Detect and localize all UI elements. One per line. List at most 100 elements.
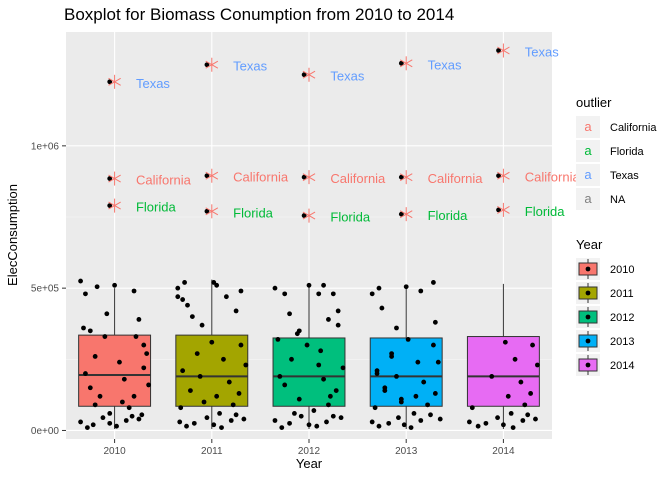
data-point (289, 356, 294, 362)
data-point (199, 322, 205, 328)
x-tick-label: 2010 (103, 446, 126, 457)
data-point (382, 388, 388, 394)
data-point (136, 416, 142, 422)
outlier-star (302, 170, 316, 185)
outlier-star-stroke (108, 77, 121, 86)
y-tick-label: 1e+06 (31, 141, 60, 152)
outlier-star-stroke (399, 59, 413, 68)
data-point (335, 308, 341, 314)
data-point (131, 288, 137, 294)
data-point (287, 311, 292, 317)
data-point (175, 294, 181, 300)
outlier-star (108, 198, 121, 213)
data-point (104, 311, 110, 317)
data-point (535, 362, 540, 368)
data-point (518, 379, 524, 385)
outlier-legend-title: outlier (576, 95, 612, 110)
outlier-star-stroke (497, 46, 510, 55)
outlier-legend-glyph: a (584, 143, 592, 158)
data-point (221, 356, 226, 362)
data-point (182, 280, 187, 285)
box-2010 (78, 334, 152, 407)
outlier-star-stroke (302, 173, 316, 182)
data-point (92, 402, 98, 408)
outlier-point (398, 211, 404, 217)
data-point (501, 422, 506, 428)
outlier-point (107, 203, 113, 209)
outlier-point (301, 174, 307, 180)
outlier-star (497, 168, 510, 183)
year-legend: Year 2010 2011 2012 2013 2014 (576, 237, 634, 376)
box-2012 (272, 337, 346, 407)
data-point (92, 354, 98, 359)
data-point (372, 405, 378, 411)
data-point (369, 419, 375, 425)
x-tick-label: 2012 (298, 446, 321, 457)
box-2014 (466, 336, 540, 407)
data-point (139, 412, 145, 418)
data-point (530, 342, 535, 348)
data-point (418, 288, 424, 294)
data-point (201, 399, 207, 405)
y-tick-label: 0e+00 (31, 426, 60, 437)
data-point (528, 391, 534, 396)
data-point (294, 331, 300, 337)
outlier-star-stroke (302, 70, 316, 79)
data-point (304, 342, 310, 348)
year-legend-dot (585, 362, 591, 368)
outlier-label: California (330, 171, 386, 186)
data-point (415, 359, 421, 365)
data-point (144, 351, 150, 357)
data-point (238, 342, 244, 348)
data-point (217, 410, 222, 416)
data-point (296, 396, 302, 402)
outlier-point (204, 173, 210, 179)
data-point (129, 413, 135, 419)
outlier-label: Texas (525, 45, 559, 60)
outlier-legend-glyph: a (584, 167, 592, 182)
outlier-star (399, 56, 413, 71)
data-point (321, 282, 326, 288)
outlier-star (108, 74, 121, 89)
outlier-legend-label: NA (610, 194, 626, 206)
data-point (394, 373, 399, 379)
data-point (335, 322, 341, 328)
data-point (408, 425, 414, 431)
data-point (87, 328, 93, 334)
data-point (272, 285, 278, 291)
y-axis-title: ElecConsumption (5, 184, 20, 286)
data-point (277, 373, 283, 379)
data-point (146, 382, 152, 388)
data-point (81, 325, 86, 331)
data-point (405, 336, 411, 342)
data-point (510, 425, 516, 431)
data-point (330, 413, 336, 419)
jitter-points-layer (78, 278, 540, 431)
year-legend-title: Year (576, 237, 603, 252)
data-point (396, 415, 401, 421)
outlier-label: California (428, 171, 484, 186)
data-point (83, 291, 88, 297)
data-point (389, 351, 395, 357)
outlier-legend-glyph: a (584, 119, 592, 134)
outlier-star (205, 168, 219, 183)
data-point (141, 342, 147, 348)
year-legend-dot (585, 338, 591, 344)
outlier-star-stroke (205, 171, 219, 180)
data-point (243, 362, 249, 368)
outlier-point (496, 207, 501, 213)
year-legend-label: 2011 (610, 288, 634, 300)
x-tick-label: 2013 (395, 446, 418, 457)
data-point (376, 285, 382, 291)
outlier-legend-key (576, 140, 600, 162)
data-point (107, 410, 113, 416)
data-point (233, 412, 239, 418)
data-point (475, 423, 481, 429)
data-point (94, 284, 100, 290)
data-point (469, 405, 475, 411)
data-point (188, 388, 193, 394)
data-point (394, 325, 399, 331)
data-point (401, 422, 407, 428)
year-legend-label: 2010 (610, 264, 634, 276)
data-point (379, 305, 385, 311)
